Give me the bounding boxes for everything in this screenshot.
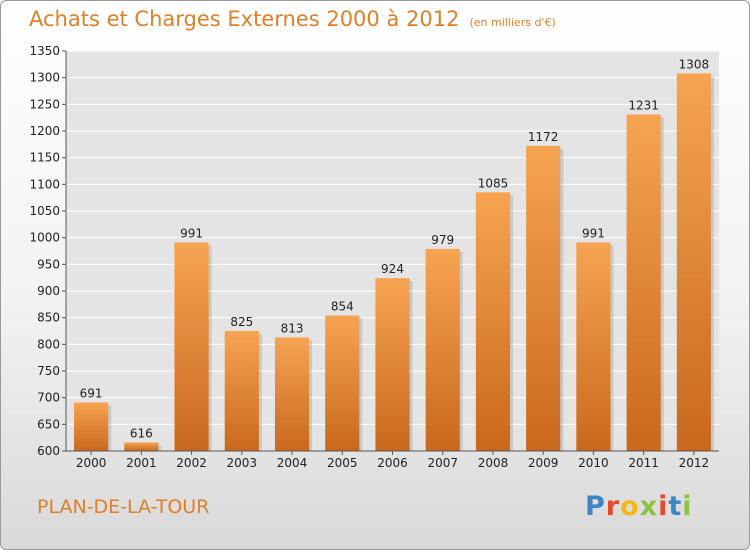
y-tick-label: 1150 bbox=[29, 151, 60, 165]
town-name: PLAN-DE-LA-TOUR bbox=[37, 496, 210, 518]
bars: 691 616 991 825 813 854 924 979 1085 1172 991 1231 1… bbox=[74, 57, 714, 452]
y-tick-label: 800 bbox=[37, 337, 60, 351]
y-tick-label: 600 bbox=[37, 444, 60, 458]
logo-letter: t bbox=[668, 491, 683, 522]
y-tick-label: 700 bbox=[37, 391, 60, 405]
bar-2012 bbox=[676, 73, 711, 452]
chart-subtitle: (en milliers d'€) bbox=[469, 16, 556, 29]
value-label-2005: 854 bbox=[331, 300, 354, 314]
bar-2002 bbox=[174, 242, 209, 451]
x-tick-label-2002: 2002 bbox=[176, 456, 207, 470]
bar-2005 bbox=[325, 315, 360, 451]
y-tick-label: 1200 bbox=[29, 124, 60, 138]
value-label-2009: 1172 bbox=[528, 130, 559, 144]
value-label-2004: 813 bbox=[281, 321, 304, 335]
logo-letter: r bbox=[605, 491, 621, 522]
value-label-2002: 991 bbox=[180, 226, 203, 240]
chart-title: Achats et Charges Externes 2000 à 2012 (e… bbox=[29, 7, 556, 31]
x-tick-label-2006: 2006 bbox=[377, 456, 408, 470]
y-tick-label: 1000 bbox=[29, 231, 60, 245]
bar-2003 bbox=[224, 331, 259, 451]
proxiti-logo[interactable]: Proxiti bbox=[585, 491, 693, 522]
x-tick-label-2009: 2009 bbox=[528, 456, 559, 470]
value-label-2008: 1085 bbox=[478, 176, 509, 190]
x-tick-label-2003: 2003 bbox=[227, 456, 258, 470]
value-label-2000: 691 bbox=[80, 386, 103, 400]
logo-letter: i bbox=[658, 491, 669, 522]
value-label-2006: 924 bbox=[381, 262, 404, 276]
value-label-2007: 979 bbox=[431, 233, 454, 247]
y-tick-label: 1100 bbox=[29, 177, 60, 191]
y-tick-label: 850 bbox=[37, 311, 60, 325]
value-label-2010: 991 bbox=[582, 226, 605, 240]
bar-2006 bbox=[375, 278, 410, 451]
x-tick-label-2007: 2007 bbox=[427, 456, 458, 470]
bar-2010 bbox=[576, 242, 611, 451]
y-tick-label: 650 bbox=[37, 417, 60, 431]
x-tick-label-2012: 2012 bbox=[679, 456, 710, 470]
y-tick-label: 900 bbox=[37, 284, 60, 298]
bar-2011 bbox=[626, 114, 661, 451]
logo-letter: i bbox=[682, 491, 693, 522]
logo-letter: P bbox=[585, 491, 606, 522]
bar-2004 bbox=[274, 337, 310, 451]
x-tick-label-2005: 2005 bbox=[327, 456, 358, 470]
y-tick-label: 1050 bbox=[29, 204, 60, 218]
x-tick-label-2011: 2011 bbox=[628, 456, 659, 470]
bar-2007 bbox=[425, 248, 460, 451]
bar-2009 bbox=[526, 145, 561, 451]
value-label-2003: 825 bbox=[230, 315, 253, 329]
y-axis: 600 650 700 750 800 850 900 950 1000 1050 1100 1150… bbox=[29, 44, 67, 458]
y-tick-label: 950 bbox=[37, 257, 60, 271]
y-tick-label: 1250 bbox=[29, 97, 60, 111]
bar-2000 bbox=[74, 402, 109, 451]
x-tick-label-2001: 2001 bbox=[126, 456, 157, 470]
bar-2001 bbox=[124, 442, 159, 451]
x-tick-label-2000: 2000 bbox=[76, 456, 107, 470]
bar-2008 bbox=[475, 192, 511, 452]
value-label-2001: 616 bbox=[130, 426, 153, 440]
x-tick-label-2010: 2010 bbox=[578, 456, 609, 470]
y-tick-label: 1350 bbox=[29, 44, 60, 58]
value-label-2011: 1231 bbox=[628, 98, 659, 112]
logo-letter: o bbox=[620, 491, 640, 522]
logo-letter: x bbox=[639, 491, 659, 522]
x-tick-label-2008: 2008 bbox=[478, 456, 509, 470]
value-label-2012: 1308 bbox=[679, 57, 710, 71]
x-tick-label-2004: 2004 bbox=[277, 456, 308, 470]
y-tick-label: 750 bbox=[37, 364, 60, 378]
y-tick-label: 1300 bbox=[29, 71, 60, 85]
x-axis: 2000 2001 2002 2003 2004 2005 2006 2007 2008 2009… bbox=[66, 450, 719, 470]
